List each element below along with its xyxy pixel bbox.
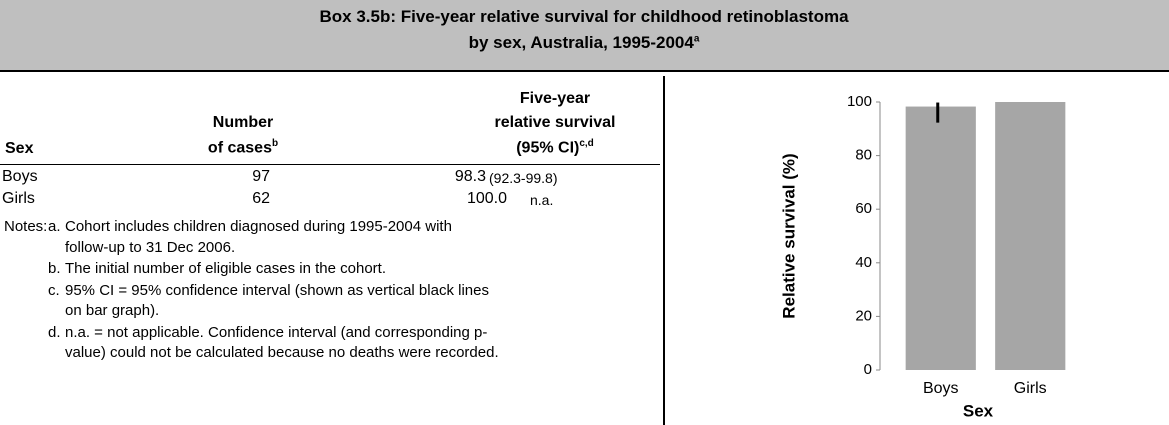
superscript: a xyxy=(693,33,700,45)
title-bar xyxy=(0,0,1169,72)
title: by sex, Australia, 1995-2004 xyxy=(468,33,694,52)
x-tick-label: Girls xyxy=(1014,380,1047,397)
divider xyxy=(663,76,665,425)
cell: n.a. xyxy=(530,192,554,208)
note: value) could not be calculated because n… xyxy=(65,344,499,361)
rule xyxy=(0,164,660,165)
header: (95% CI)c,d xyxy=(516,138,594,157)
header: relative survival xyxy=(494,114,616,131)
note: The initial number of eligible cases in … xyxy=(65,260,387,277)
note: follow-up to 31 Dec 2006. xyxy=(65,239,236,256)
header: Sex xyxy=(5,140,34,157)
y-tick-label: 80 xyxy=(855,147,872,164)
y-tick-label: 20 xyxy=(855,307,872,324)
note: Cohort includes children diagnosed durin… xyxy=(65,218,452,235)
notes-label: Notes: xyxy=(4,218,48,235)
title: Box 3.5b: Five-year relative survival fo… xyxy=(319,7,849,26)
x-axis-label: Sex xyxy=(963,401,994,420)
header: Five-year xyxy=(519,90,591,107)
y-tick-label: 0 xyxy=(864,361,872,378)
header: of cases xyxy=(207,139,272,157)
y-tick-label: 100 xyxy=(847,93,872,110)
note: 95% CI = 95% confidence interval (shown … xyxy=(65,282,489,299)
cell: Girls xyxy=(2,190,35,207)
note-letter: a. xyxy=(48,218,61,235)
note-letter: d. xyxy=(48,324,61,341)
title: by sex, Australia, 1995-2004a xyxy=(469,33,700,53)
cell: 62 xyxy=(252,190,270,207)
note: on bar graph). xyxy=(65,302,160,319)
superscript: c,d xyxy=(579,138,594,149)
note-letter: b. xyxy=(48,260,61,277)
cell: 100.0 xyxy=(466,190,507,207)
header: (95% CI) xyxy=(516,139,580,157)
y-axis-label: Relative survival (%) xyxy=(779,153,798,318)
y-tick-label: 40 xyxy=(855,254,872,271)
cell: Boys xyxy=(2,168,38,185)
superscript: b xyxy=(271,138,279,149)
y-tick-label: 60 xyxy=(855,200,872,217)
bar xyxy=(905,106,976,370)
note-letter: c. xyxy=(48,282,60,299)
note: n.a. = not applicable. Confidence interv… xyxy=(65,324,488,341)
header: Number xyxy=(212,114,274,131)
bar xyxy=(995,102,1066,370)
cell: 98.3 xyxy=(454,168,486,185)
header: of casesb xyxy=(208,138,278,157)
x-tick-label: Boys xyxy=(923,380,959,397)
cell: 97 xyxy=(252,168,270,185)
cell: (92.3-99.8) xyxy=(489,170,558,186)
